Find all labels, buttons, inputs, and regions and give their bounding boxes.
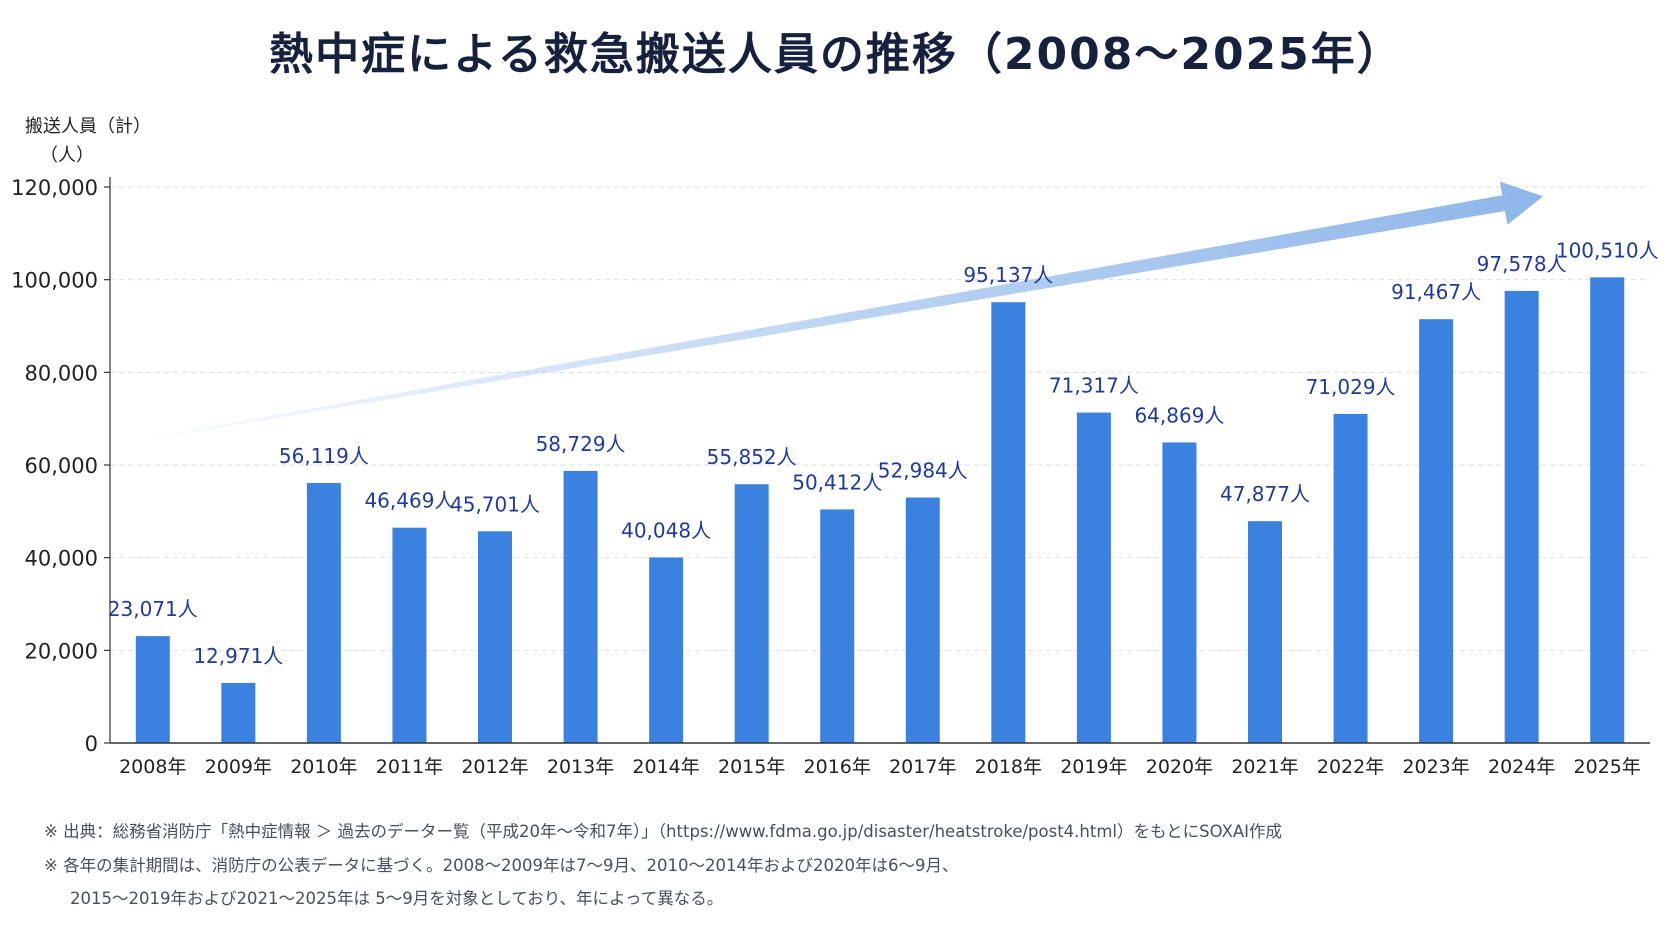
x-tick-label: 2024年 bbox=[1488, 756, 1555, 778]
value-label: 52,984人 bbox=[878, 459, 968, 483]
y-tick-label: 20,000 bbox=[25, 639, 98, 663]
value-label: 47,877人 bbox=[1220, 482, 1310, 506]
bar-2010年 bbox=[306, 482, 341, 743]
value-label: 71,029人 bbox=[1306, 375, 1396, 399]
bar-2015年 bbox=[734, 484, 769, 743]
value-label: 12,971人 bbox=[193, 644, 283, 668]
trend-arrow-body bbox=[156, 181, 1544, 439]
x-tick-label: 2019年 bbox=[1060, 756, 1127, 778]
x-tick-label: 2017年 bbox=[889, 756, 956, 778]
value-label: 40,048人 bbox=[621, 518, 711, 542]
value-label: 50,412人 bbox=[792, 470, 882, 494]
x-tick-label: 2008年 bbox=[119, 756, 186, 778]
value-label: 100,510人 bbox=[1556, 238, 1659, 262]
bar-2020年 bbox=[1162, 442, 1197, 743]
value-label: 45,701人 bbox=[450, 492, 540, 516]
footnote-source: ※ 出典：総務省消防庁「熱中症情報 ＞ 過去のデーター覧（平成20年～令和7年）… bbox=[44, 822, 1283, 841]
axes: 0 20,000 40,000 60,000 80,000 100,000 120,000 2… bbox=[11, 176, 1650, 778]
x-tick-label: 2025年 bbox=[1574, 756, 1641, 778]
x-tick-label: 2022年 bbox=[1317, 756, 1384, 778]
x-tick-label: 2014年 bbox=[632, 756, 699, 778]
value-label: 58,729人 bbox=[536, 432, 626, 456]
trend-arrow-shape bbox=[156, 181, 1544, 439]
bar-2016年 bbox=[820, 509, 855, 743]
x-tick-label: 2010年 bbox=[290, 756, 357, 778]
bar-2014年 bbox=[649, 557, 684, 743]
x-tick-label: 2012年 bbox=[461, 756, 528, 778]
value-label: 71,317人 bbox=[1049, 374, 1139, 398]
y-tick-label: 0 bbox=[85, 732, 98, 756]
x-tick-label: 2020年 bbox=[1146, 756, 1213, 778]
bar-2021年 bbox=[1248, 521, 1282, 743]
y-axis-label: 搬送人員（計） bbox=[25, 116, 151, 137]
x-tick-label: 2023年 bbox=[1402, 756, 1469, 778]
bars bbox=[135, 277, 1625, 743]
bar-2024年 bbox=[1504, 290, 1539, 743]
bar-2013年 bbox=[563, 470, 598, 743]
x-tick-label: 2016年 bbox=[804, 756, 871, 778]
value-label: 91,467人 bbox=[1391, 280, 1481, 304]
y-tick-label: 100,000 bbox=[11, 269, 98, 293]
bar-2009年 bbox=[221, 682, 256, 743]
x-tick-label: 2013年 bbox=[547, 756, 614, 778]
bar-2023年 bbox=[1419, 319, 1454, 743]
y-axis-unit: （人） bbox=[40, 145, 94, 166]
bar-2022年 bbox=[1333, 413, 1368, 743]
bar-2019年 bbox=[1076, 412, 1111, 743]
x-tick-label: 2015年 bbox=[718, 756, 785, 778]
y-tick-label: 120,000 bbox=[11, 176, 98, 200]
footnote-period-line2: 2015～2019年および2021～2025年は 5～9月を対象としており、年に… bbox=[70, 889, 724, 908]
y-tick-label: 60,000 bbox=[25, 454, 98, 478]
bar-2017年 bbox=[905, 497, 940, 743]
trend-arrow bbox=[156, 181, 1544, 439]
x-tick-label: 2009年 bbox=[205, 756, 272, 778]
value-label: 97,578人 bbox=[1477, 252, 1567, 276]
gridlines bbox=[110, 186, 1650, 651]
value-label: 23,071人 bbox=[108, 597, 198, 621]
x-tick-label: 2018年 bbox=[975, 756, 1042, 778]
value-label: 95,137人 bbox=[963, 263, 1053, 287]
x-tick-label: 2021年 bbox=[1231, 756, 1298, 778]
y-tick-label: 40,000 bbox=[25, 547, 98, 571]
value-label: 56,119人 bbox=[279, 444, 369, 468]
bar-2008年 bbox=[135, 636, 170, 743]
y-tick-label: 80,000 bbox=[25, 361, 98, 385]
bar-2018年 bbox=[991, 302, 1026, 743]
value-label: 46,469人 bbox=[364, 489, 454, 513]
value-label: 64,869人 bbox=[1134, 403, 1224, 427]
bar-2025年 bbox=[1590, 277, 1625, 743]
bar-2011年 bbox=[392, 527, 427, 743]
bar-2012年 bbox=[478, 531, 512, 743]
value-label: 55,852人 bbox=[707, 445, 797, 469]
footnote-period-line1: ※ 各年の集計期間は、消防庁の公表データに基づく。2008～2009年は7～9月… bbox=[44, 856, 959, 875]
x-tick-label: 2011年 bbox=[376, 756, 443, 778]
chart-title: 熱中症による救急搬送人員の推移（2008～2025年） bbox=[269, 29, 1403, 80]
